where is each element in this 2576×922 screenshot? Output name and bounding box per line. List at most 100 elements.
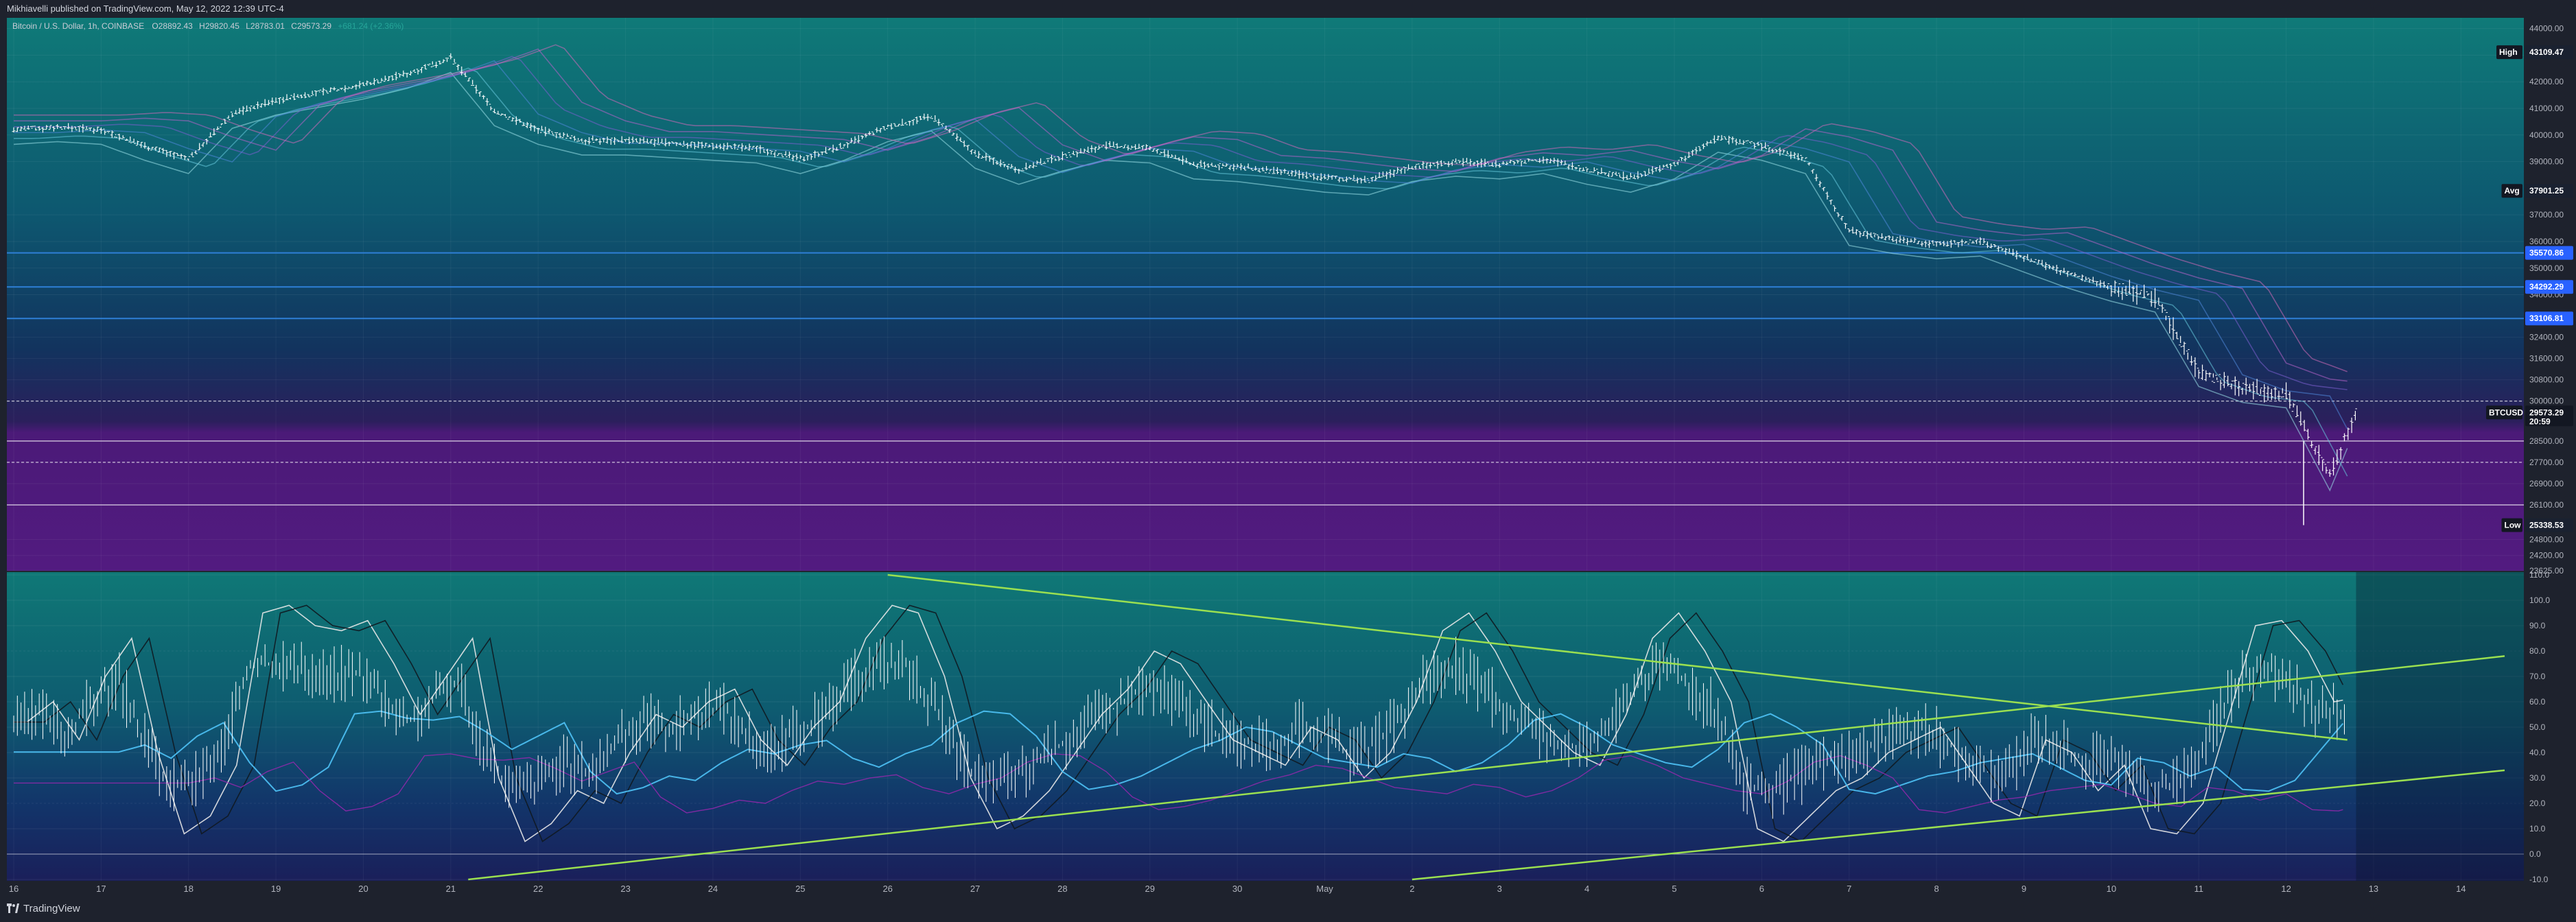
time-tick: 6	[1759, 884, 1764, 894]
time-tick: 8	[1934, 884, 1939, 894]
time-tick: 3	[1497, 884, 1502, 894]
time-tick: 13	[2369, 884, 2378, 894]
time-tick: 4	[1584, 884, 1589, 894]
trendline	[887, 574, 2347, 741]
footer-brand: TradingView	[23, 903, 80, 914]
price-label-countdown: 20:59	[2529, 416, 2551, 426]
legend-open: O28892.43	[152, 21, 193, 31]
osc-tick: 70.0	[2529, 672, 2546, 681]
osc-tick: 100.0	[2529, 595, 2550, 605]
time-tick: 10	[2107, 884, 2116, 894]
time-tick: 27	[970, 884, 980, 894]
price-axis: 44000.0043000.0042000.0041000.0040000.00…	[2529, 24, 2564, 576]
price-tick: 39000.00	[2529, 157, 2564, 167]
osc-axis: 110.0 100.0 90.0 80.0 70.0 60.0 50.0 40.0 30.0 20…	[2529, 570, 2550, 884]
osc-tick: 90.0	[2529, 621, 2546, 630]
price-tick: 28500.00	[2529, 436, 2564, 446]
price-label-value: 34292.29	[2529, 282, 2564, 292]
price-tick: 30800.00	[2529, 375, 2564, 385]
price-label-value: 29573.29	[2529, 407, 2564, 417]
price-label-value: 35570.86	[2529, 248, 2564, 258]
time-tick: 19	[271, 884, 281, 894]
price-tick: 26900.00	[2529, 479, 2564, 488]
price-label-box	[2525, 311, 2573, 326]
osc-tick: 60.0	[2529, 697, 2546, 707]
chart-canvas[interactable]: 44000.0043000.0042000.0041000.0040000.00…	[0, 18, 2576, 896]
price-label-box	[2525, 405, 2573, 427]
signal-line-cyan	[14, 710, 2344, 795]
price-tag-box	[2486, 405, 2522, 420]
time-tick: 9	[2022, 884, 2026, 894]
trendline	[468, 655, 2505, 881]
publish-header: Mikhiavelli published on TradingView.com…	[0, 0, 2576, 18]
price-tick: 26100.00	[2529, 500, 2564, 510]
price-tick: 40000.00	[2529, 130, 2564, 140]
price-tick: 24800.00	[2529, 534, 2564, 544]
time-tick: 21	[446, 884, 456, 894]
ma-ribbon-line	[14, 67, 2348, 477]
osc-lines	[13, 572, 2524, 881]
time-axis-bg	[0, 881, 2576, 896]
price-tag-box	[2501, 184, 2522, 198]
legend-symbol: Bitcoin / U.S. Dollar, 1h, COINBASE	[12, 21, 144, 31]
price-candles	[12, 53, 2357, 525]
time-tick: 20	[358, 884, 368, 894]
osc-tick: 10.0	[2529, 824, 2546, 834]
price-pane-bg	[7, 18, 2524, 571]
price-tick: 23625.00	[2529, 566, 2564, 576]
legend-close: C29573.29	[291, 21, 331, 31]
time-tick: 25	[795, 884, 805, 894]
price-tick: 41000.00	[2529, 104, 2564, 113]
chart-legend: Bitcoin / U.S. Dollar, 1h, COINBASE O288…	[12, 21, 403, 31]
osc-tick: 110.0	[2529, 570, 2549, 580]
time-tick: 2	[1409, 884, 1414, 894]
price-tick: 27700.00	[2529, 458, 2564, 467]
osc-pane-bg	[7, 572, 2524, 881]
price-label-value: 25338.53	[2529, 521, 2564, 530]
time-tick: 14	[2456, 884, 2466, 894]
time-tick: 5	[1672, 884, 1676, 894]
time-tick: 23	[620, 884, 630, 894]
legend-change: +681.24 (+2.36%)	[338, 21, 403, 31]
price-tag: Low	[2505, 521, 2522, 530]
legend-low: L28783.01	[246, 21, 285, 31]
time-tick: 22	[533, 884, 543, 894]
footer: TradingView	[0, 896, 2576, 922]
osc-tick: 0.0	[2529, 849, 2541, 859]
time-tick: 12	[2281, 884, 2291, 894]
price-tag-box	[2496, 45, 2522, 60]
price-label-box	[2525, 280, 2573, 294]
time-tick: 28	[1057, 884, 1067, 894]
price-tag-box	[2501, 518, 2522, 532]
legend-high: H29820.45	[199, 21, 239, 31]
time-axis: 16 17 18 19 20 21 22 23 24 25 26 27 28 29 30 May 2 3 4 5 6 7 8…	[9, 884, 2466, 894]
price-tick: 42000.00	[2529, 77, 2564, 86]
ma-ribbon-line	[14, 44, 2347, 373]
price-tick: 44000.00	[2529, 24, 2564, 34]
price-labels: 43109.47 High 37901.25 Avg 35570.86 34292.29 3…	[2486, 45, 2573, 532]
price-label-box	[2525, 45, 2573, 60]
price-tick: 35000.00	[2529, 263, 2564, 273]
price-tick: 32400.00	[2529, 333, 2564, 342]
osc-tick: 20.0	[2529, 799, 2546, 808]
osc-future-shade	[2356, 572, 2524, 881]
osc-tick: -10.0	[2529, 875, 2549, 884]
osc-tick: 80.0	[2529, 646, 2546, 656]
price-axis-bg	[2524, 18, 2576, 881]
price-tag: High	[2499, 47, 2518, 57]
price-tick: 30000.00	[2529, 397, 2564, 406]
time-tick: 17	[96, 884, 106, 894]
signal-line-purple	[14, 753, 2343, 814]
price-tag: Avg	[2505, 186, 2520, 196]
publish-info: Mikhiavelli published on TradingView.com…	[7, 3, 284, 14]
time-tick: 7	[1847, 884, 1851, 894]
price-label-box	[2525, 246, 2573, 260]
price-label-value: 33106.81	[2529, 314, 2564, 323]
price-label-value: 43109.47	[2529, 47, 2564, 57]
time-tick: 24	[708, 884, 718, 894]
time-tick: 11	[2194, 884, 2203, 894]
price-label-box	[2525, 518, 2573, 532]
price-tag: BTCUSD	[2489, 407, 2523, 417]
time-tick: 18	[184, 884, 194, 894]
price-levels	[7, 252, 2524, 506]
